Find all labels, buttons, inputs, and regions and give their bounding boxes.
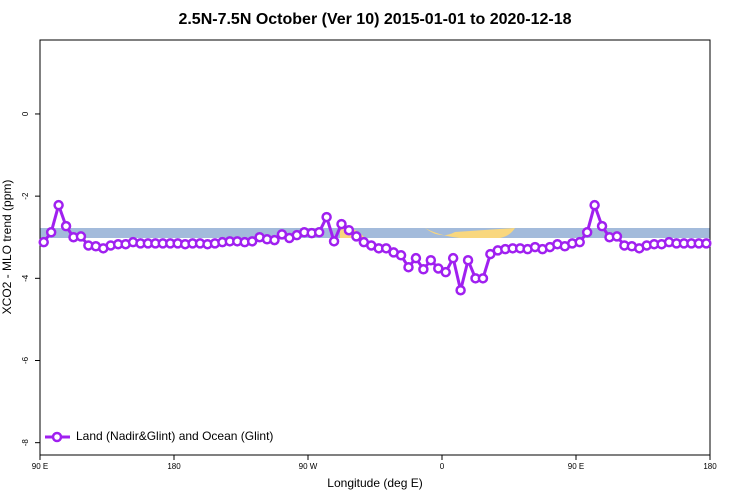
data-point <box>351 231 362 242</box>
data-point <box>455 284 466 296</box>
data-point <box>53 199 64 211</box>
y-tick-label: -2 <box>21 192 30 200</box>
data-point <box>418 264 429 275</box>
x-tick-label: 90 E <box>568 462 584 471</box>
legend-marker <box>51 431 63 443</box>
data-point <box>581 227 593 238</box>
data-point <box>477 273 489 284</box>
data-point <box>701 238 712 249</box>
data-point <box>596 220 608 232</box>
y-axis-label: XCO2 - MLO trend (ppm) <box>0 180 14 315</box>
data-point <box>589 199 600 211</box>
legend-label: Land (Nadir&Glint) and Ocean (Glint) <box>76 429 273 443</box>
data-point <box>574 236 585 248</box>
x-tick-label: 180 <box>167 462 181 471</box>
x-tick-label: 0 <box>440 462 445 471</box>
data-point <box>343 224 355 236</box>
x-tick-label: 180 <box>703 462 717 471</box>
data-point <box>45 227 57 238</box>
data-point <box>403 261 414 273</box>
data-point <box>395 250 407 261</box>
plot-frame <box>39 39 711 456</box>
data-point <box>75 231 87 242</box>
x-axis-label: Longitude (deg E) <box>327 476 422 490</box>
data-point <box>269 234 280 246</box>
data-point <box>462 254 474 266</box>
data-point <box>410 252 422 264</box>
y-tick-label: -8 <box>21 439 30 447</box>
y-tick-label: -6 <box>21 356 30 364</box>
data-point <box>246 236 258 247</box>
data-point <box>440 266 451 278</box>
background-band <box>40 228 710 238</box>
data-point <box>425 254 437 266</box>
data-point <box>321 211 332 223</box>
data-point <box>447 252 459 264</box>
background-band-patch <box>340 227 515 238</box>
data-point <box>336 218 347 230</box>
x-tick-label: 90 E <box>32 462 48 471</box>
chart-title: 2.5N-7.5N October (Ver 10) 2015-01-01 to… <box>178 11 571 28</box>
data-point <box>380 243 392 254</box>
data-point <box>328 236 340 247</box>
data-point <box>38 236 49 248</box>
data-point <box>313 227 325 238</box>
data-point <box>60 220 72 232</box>
y-tick-label: 0 <box>21 111 30 116</box>
data-point <box>611 231 623 242</box>
y-tick-label: -4 <box>21 274 30 282</box>
x-tick-label: 90 W <box>299 462 318 471</box>
